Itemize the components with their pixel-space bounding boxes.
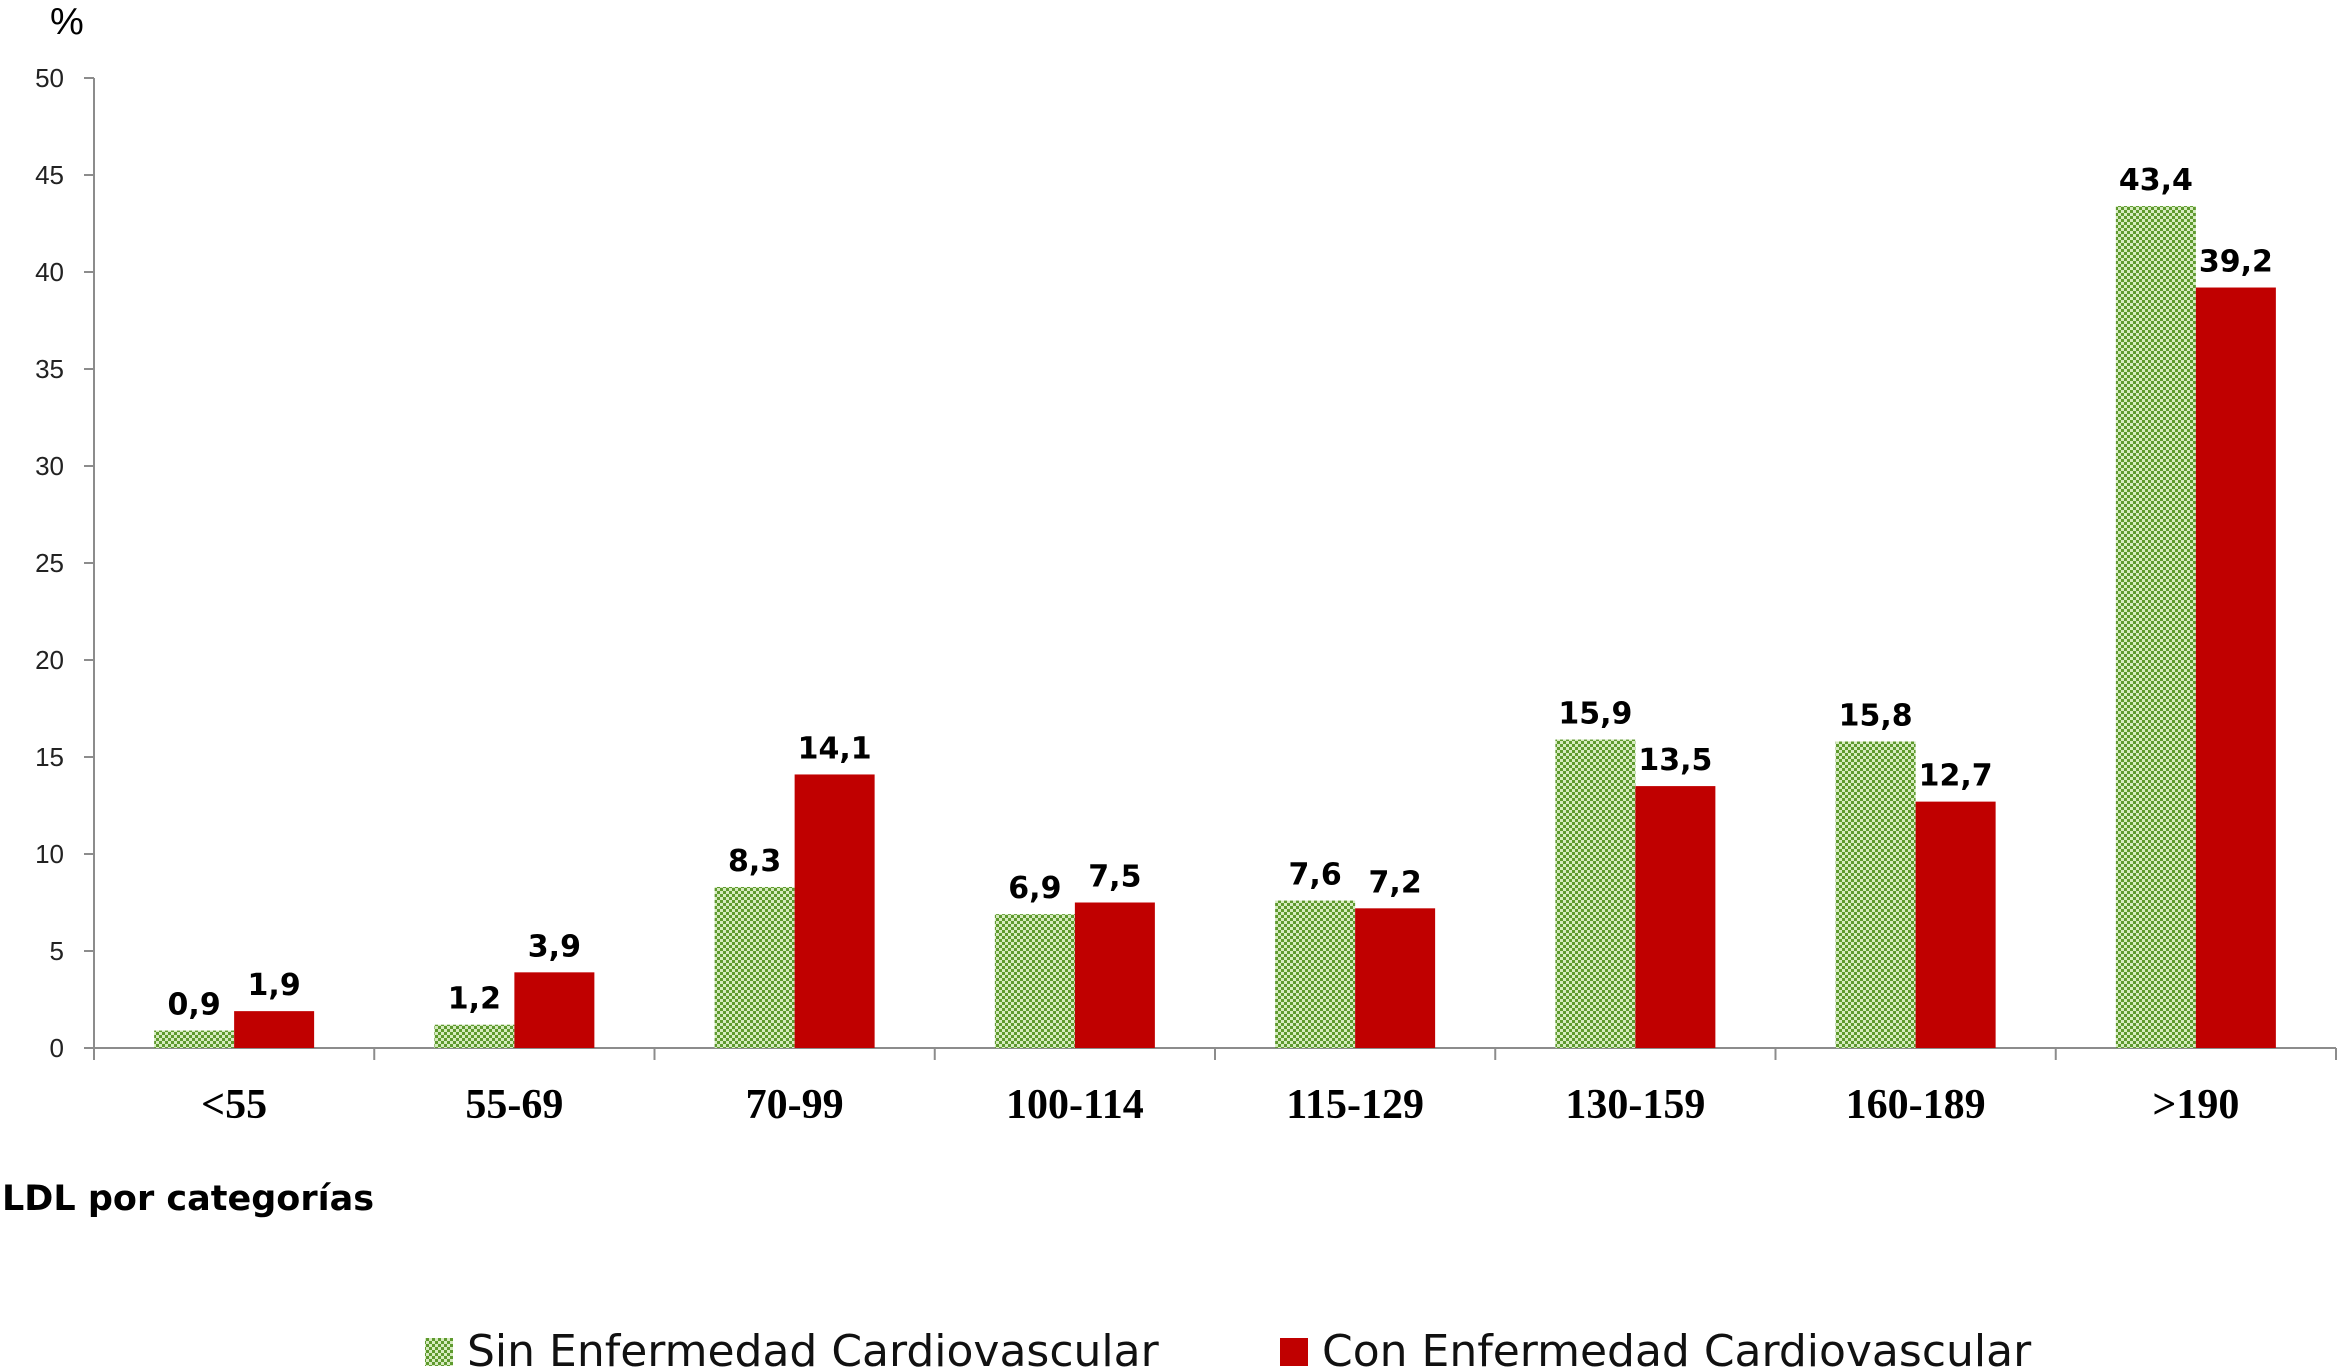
x-tick-label: 70-99 xyxy=(746,1082,844,1128)
bar-sin-1 xyxy=(434,1024,515,1048)
y-tick-label: 45 xyxy=(35,160,64,190)
data-label: 8,3 xyxy=(728,844,781,879)
data-label: 6,9 xyxy=(1008,871,1061,906)
data-label: 0,9 xyxy=(168,988,221,1023)
data-labels: 0,9 1,2 8,3 6,9 7,6 15,9 15,8 43,4 1,9 3,9 14,1 7,5… xyxy=(168,163,2273,1023)
y-tick-label: 10 xyxy=(35,839,64,869)
x-tick-label: 160-189 xyxy=(1846,1082,1986,1128)
data-label: 7,6 xyxy=(1289,858,1342,893)
bar-con-3 xyxy=(1074,902,1155,1048)
data-label: 12,7 xyxy=(1919,759,1993,794)
y-tick-label: 20 xyxy=(35,645,64,675)
data-label: 15,9 xyxy=(1558,697,1632,732)
data-label: 1,9 xyxy=(248,968,301,1003)
x-tick-label: >190 xyxy=(2152,1082,2239,1128)
x-tick-label: 100-114 xyxy=(1006,1082,1144,1128)
y-tick-label: 50 xyxy=(35,63,64,93)
x-tick-label: <55 xyxy=(201,1082,267,1128)
bar-con-2 xyxy=(794,774,875,1048)
x-tick-label: 130-159 xyxy=(1565,1082,1705,1128)
y-tick-label: 0 xyxy=(50,1033,64,1063)
bar-sin-6 xyxy=(1835,741,1916,1048)
x-axis: <55 55-69 70-99 100-114 115-129 130-159 160-18… xyxy=(93,1047,2337,1128)
y-tick-label: 5 xyxy=(50,936,64,966)
bar-sin-4 xyxy=(1275,900,1356,1048)
y-axis-label: % xyxy=(50,1,84,43)
y-axis: 0 5 10 15 20 25 30 35 40 45 50 xyxy=(35,63,95,1063)
data-label: 1,2 xyxy=(448,982,501,1017)
legend: Sin Enfermedad Cardiovascular Con Enferm… xyxy=(425,1326,2032,1372)
x-tick-label: 55-69 xyxy=(465,1082,563,1128)
bar-sin-3 xyxy=(994,914,1075,1048)
y-tick-label: 35 xyxy=(35,354,64,384)
data-label: 14,1 xyxy=(798,731,872,766)
bar-con-6 xyxy=(1915,801,1996,1048)
legend-label-con: Con Enfermedad Cardiovascular xyxy=(1322,1326,2032,1372)
bar-con-5 xyxy=(1635,786,1716,1048)
data-label: 13,5 xyxy=(1638,743,1712,778)
y-tick-label: 25 xyxy=(35,548,64,578)
bars xyxy=(154,206,2276,1049)
legend-swatch-sin xyxy=(425,1338,453,1366)
data-label: 7,2 xyxy=(1369,865,1422,900)
y-tick-label: 15 xyxy=(35,742,64,772)
legend-label-sin: Sin Enfermedad Cardiovascular xyxy=(467,1326,1160,1372)
data-label: 3,9 xyxy=(528,929,581,964)
bar-con-0 xyxy=(234,1011,315,1048)
data-label: 43,4 xyxy=(2119,163,2193,198)
bar-sin-2 xyxy=(714,886,795,1048)
bar-con-4 xyxy=(1355,908,1436,1048)
legend-swatch-con xyxy=(1280,1338,1308,1366)
bar-sin-5 xyxy=(1555,739,1636,1048)
bar-sin-7 xyxy=(2115,206,2196,1049)
bar-con-7 xyxy=(2195,287,2276,1048)
data-label: 7,5 xyxy=(1088,860,1141,895)
data-label: 15,8 xyxy=(1839,698,1913,733)
bar-sin-0 xyxy=(154,1030,235,1048)
bar-con-1 xyxy=(514,972,595,1048)
data-label: 39,2 xyxy=(2199,245,2273,280)
y-tick-label: 40 xyxy=(35,257,64,287)
x-axis-label: LDL por categorías xyxy=(2,1179,374,1219)
y-tick-label: 30 xyxy=(35,451,64,481)
x-tick-label: 115-129 xyxy=(1286,1082,1424,1128)
